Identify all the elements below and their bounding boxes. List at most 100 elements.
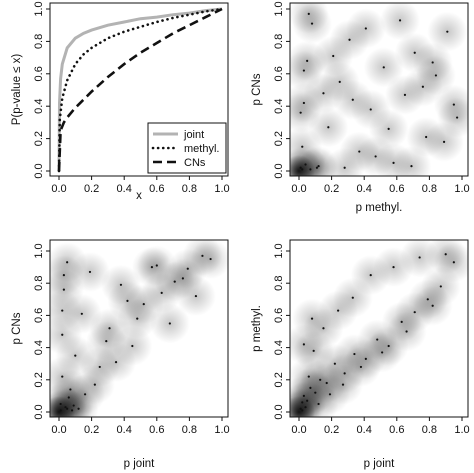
scatter-points [299,12,459,171]
scatter-point [301,409,304,412]
y-tick-label: 0.4 [273,340,285,355]
scatter-point [142,303,145,306]
scatter-point [119,283,123,286]
scatter-point [322,92,325,95]
density-background [290,240,468,417]
scatter-point [302,343,305,346]
scatter-point [325,381,328,385]
x-tick-label: 0.2 [84,183,99,195]
scatter-point [160,291,163,294]
scatter-point [343,372,346,375]
scatter-point [72,404,75,407]
scatter-point [307,375,310,378]
scatter-point [194,294,198,298]
scatter-point [405,330,408,333]
scatter-point [299,166,302,169]
scatter-point [181,277,184,280]
scatter-point [62,274,65,277]
y-tick-label: 0.2 [33,131,45,146]
scatter-point [66,261,69,264]
x-tick-label: 0.4 [357,183,372,195]
y-tick-label: 0.0 [33,404,45,419]
scatter-point [136,317,139,320]
y-tick-label: 0.4 [273,99,285,114]
y-axis-label: p CNs [11,312,23,344]
y-tick-label: 0.4 [33,99,45,114]
scatter-point [108,327,111,330]
scatter-point [302,394,305,397]
scatter-point [358,150,361,153]
x-tick-label: 0.8 [422,424,437,436]
scatter-point [387,127,390,130]
scatter-point [413,51,416,54]
scatter-point [304,163,307,166]
x-tick-label: 0.2 [84,424,99,436]
x-tick-label: 0.4 [117,424,132,436]
scatter-point [403,93,407,96]
y-tick-label: 1.0 [273,243,285,258]
x-tick-label: 0.6 [389,424,404,436]
scatter-point [299,407,302,410]
scatter-point [131,344,134,348]
y-tick-label: 0.6 [33,66,45,81]
y-tick-label: 0.6 [33,308,45,323]
y-tick-label: 0.2 [273,131,285,146]
scatter-point [209,257,212,261]
scatter-point [338,80,341,83]
scatter-point [301,168,304,171]
scatter-point [61,375,64,378]
scatter-point [77,407,80,410]
scatter-point [425,135,428,139]
scatter-point [105,340,108,343]
scatter-point [348,38,351,41]
legend-label: CNs [184,157,206,169]
scatter-point [382,66,385,69]
x-tick-label: 0.8 [182,424,197,436]
scatter-point [341,383,345,386]
x-tick-label: 0.0 [291,183,306,195]
scatter-point [93,383,96,386]
scatter-point [439,285,442,288]
density-peak [290,155,315,176]
legend-label: joint [183,129,204,141]
scatter-point [150,266,154,269]
density-background [290,3,468,176]
scatter-point [309,168,312,171]
scatter-point [155,264,158,267]
plot-frame [289,239,469,418]
scatter-point [70,409,74,412]
joint-vs-cns-panel: 0.0 0.2 0.4 0.6 0.8 1.0 0.0 0.2 0.4 0.6 0.8 1.0 p jo… [11,239,230,470]
scatter-points [299,253,455,412]
scatter-point [299,111,302,114]
scatter-point [126,299,129,303]
density-blob [380,3,421,41]
y-tick-label: 0.4 [33,340,45,355]
scatter-point [364,357,367,360]
scatter-point [59,402,62,406]
x-tick-label: 1.0 [454,424,469,436]
series-line-joint [57,7,223,172]
scatter-point [98,365,101,369]
ecdf-panel: 0.0 0.2 0.4 0.6 0.8 1.0 0.0 0.2 0.4 0.6 0.8 1.0 x P(p… [11,1,230,202]
scatter-point [173,280,176,283]
scatter-point [304,406,307,409]
x-tick-label: 0.8 [182,183,197,195]
scatter-point [351,98,354,101]
scatter-point [387,344,390,348]
y-tick-label: 1.0 [33,1,45,16]
scatter-point [66,407,69,410]
x-tick-label: 0.0 [291,424,306,436]
density-blob [50,290,83,331]
scatter-point [306,399,309,402]
scatter-point [353,352,356,356]
scatter-point [301,401,304,404]
plot-frame [49,2,229,177]
y-tick-label: 0.0 [33,163,45,178]
scatter-point [314,391,317,394]
scatter-point [310,22,314,25]
y-tick-label: 0.6 [273,66,285,81]
density-blob [182,240,223,276]
scatter-point [351,296,354,299]
scatter-point [302,101,305,105]
